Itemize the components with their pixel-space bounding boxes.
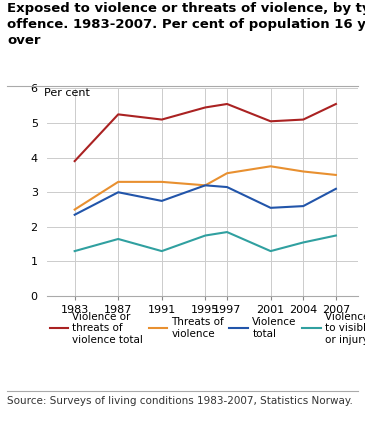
Text: Exposed to violence or threats of violence, by type of
offence. 1983-2007. Per c: Exposed to violence or threats of violen…: [7, 2, 365, 47]
Legend: Violence or
threats of
violence total, Threats of
violence, Violence
total, Viol: Violence or threats of violence total, T…: [50, 312, 365, 345]
Text: Source: Surveys of living conditions 1983-2007, Statistics Norway.: Source: Surveys of living conditions 198…: [7, 396, 353, 406]
Text: Per cent: Per cent: [44, 88, 90, 99]
